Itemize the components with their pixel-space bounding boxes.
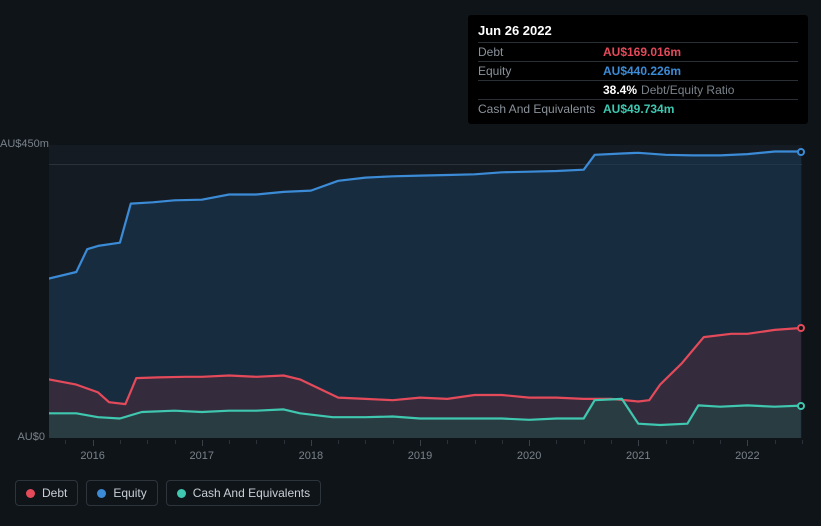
x-tick-minor	[147, 440, 148, 444]
tooltip-label: Debt	[478, 45, 603, 59]
tooltip-value: AU$169.016m	[603, 45, 681, 59]
series-end-marker	[797, 402, 805, 410]
x-tick-minor	[556, 440, 557, 444]
series-end-marker	[797, 148, 805, 156]
x-tick-minor	[338, 440, 339, 444]
legend-label: Debt	[42, 486, 67, 500]
tooltip-label: Cash And Equivalents	[478, 102, 603, 116]
x-tick-minor	[693, 440, 694, 444]
x-tick-minor	[611, 440, 612, 444]
x-axis-label: 2016	[80, 450, 104, 462]
x-tick-major	[311, 440, 312, 446]
x-tick-major	[529, 440, 530, 446]
legend: Debt Equity Cash And Equivalents	[15, 480, 321, 506]
legend-label: Cash And Equivalents	[193, 486, 310, 500]
tooltip-value: AU$440.226m	[603, 64, 681, 78]
x-tick-major	[202, 440, 203, 446]
chart-svg	[49, 145, 802, 438]
x-tick-minor	[393, 440, 394, 444]
legend-dot-icon	[26, 489, 35, 498]
x-tick-minor	[256, 440, 257, 444]
x-axis-label: 2018	[299, 450, 323, 462]
legend-dot-icon	[177, 489, 186, 498]
tooltip-row: EquityAU$440.226m	[478, 61, 798, 80]
x-tick-minor	[284, 440, 285, 444]
x-tick-minor	[720, 440, 721, 444]
x-tick-major	[747, 440, 748, 446]
tooltip-row: Cash And EquivalentsAU$49.734m	[478, 99, 798, 118]
tooltip-value: 38.4%Debt/Equity Ratio	[603, 83, 734, 97]
legend-label: Equity	[113, 486, 146, 500]
x-tick-major	[93, 440, 94, 446]
tooltip-label	[478, 83, 603, 97]
x-axis-label: 2019	[408, 450, 432, 462]
x-tick-minor	[120, 440, 121, 444]
series-end-marker	[797, 324, 805, 332]
y-axis-label: AU$0	[0, 431, 45, 443]
tooltip-label: Equity	[478, 64, 603, 78]
x-tick-minor	[802, 440, 803, 444]
tooltip-row: DebtAU$169.016m	[478, 42, 798, 61]
x-tick-minor	[65, 440, 66, 444]
x-tick-major	[638, 440, 639, 446]
tooltip-value: AU$49.734m	[603, 102, 674, 116]
chart-tooltip: Jun 26 2022 DebtAU$169.016mEquityAU$440.…	[468, 15, 808, 124]
legend-item[interactable]: Equity	[86, 480, 157, 506]
x-axis-label: 2020	[517, 450, 541, 462]
tooltip-date: Jun 26 2022	[478, 21, 798, 42]
x-axis-label: 2017	[190, 450, 214, 462]
x-axis-label: 2022	[735, 450, 759, 462]
chart-plot-area	[49, 145, 802, 438]
x-tick-minor	[775, 440, 776, 444]
x-tick-minor	[475, 440, 476, 444]
legend-dot-icon	[97, 489, 106, 498]
x-tick-minor	[502, 440, 503, 444]
y-axis-label: AU$450m	[0, 138, 45, 150]
x-tick-minor	[365, 440, 366, 444]
x-tick-minor	[584, 440, 585, 444]
chart-container: Jun 26 2022 DebtAU$169.016mEquityAU$440.…	[0, 0, 821, 526]
x-axis: 2016 2017 2018 2019 2020 2021 2022	[49, 440, 802, 470]
x-tick-minor	[447, 440, 448, 444]
x-tick-minor	[175, 440, 176, 444]
legend-item[interactable]: Debt	[15, 480, 78, 506]
x-tick-minor	[229, 440, 230, 444]
legend-item[interactable]: Cash And Equivalents	[166, 480, 321, 506]
tooltip-row: 38.4%Debt/Equity Ratio	[478, 80, 798, 99]
x-axis-label: 2021	[626, 450, 650, 462]
x-tick-minor	[666, 440, 667, 444]
x-tick-major	[420, 440, 421, 446]
